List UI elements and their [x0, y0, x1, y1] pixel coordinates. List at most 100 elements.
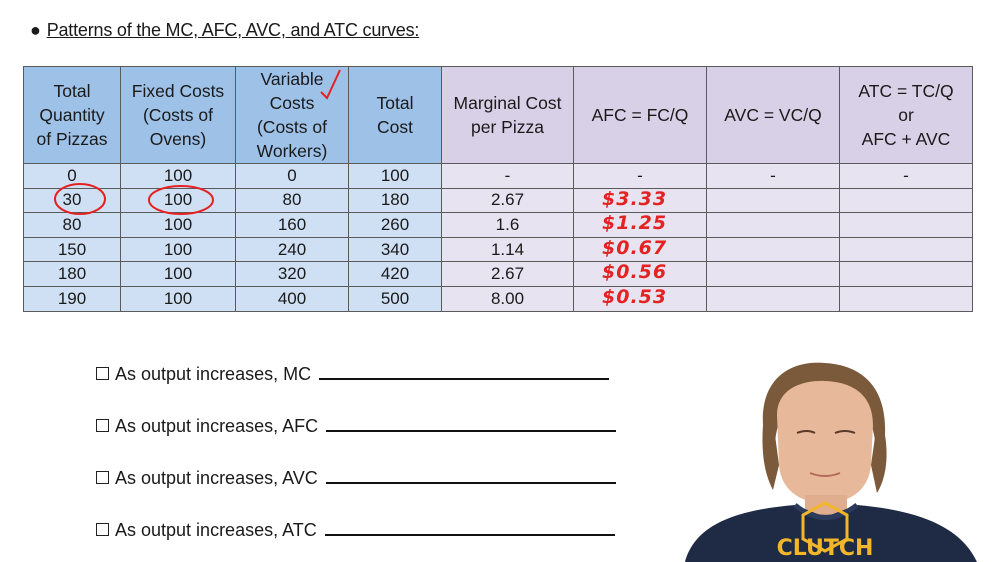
statement-text: As output increases, AVC	[115, 468, 318, 488]
cell-marginal-cost: 1.6	[441, 212, 574, 238]
header-fixed-costs: Fixed Costs (Costs of Ovens)	[120, 66, 236, 164]
cell-quantity: 190	[23, 285, 121, 312]
cell-marginal-cost: -	[441, 163, 574, 189]
cell-variable-cost: 400	[235, 285, 349, 312]
handwritten-afc: $1.25	[602, 212, 668, 235]
cell-fixed-cost: 100	[120, 285, 236, 312]
handwritten-afc: $0.56	[602, 261, 668, 284]
table-row: 150 100 240 340 1.14 $0.67	[23, 236, 973, 263]
presenter-eye	[834, 430, 856, 434]
presenter-hair-side	[762, 425, 779, 490]
cell-quantity: 180	[23, 261, 121, 287]
page-heading: ● Patterns of the MC, AFC, AVC, and ATC c…	[30, 20, 419, 41]
presenter-collar	[793, 502, 859, 520]
presenter-hair-side	[871, 435, 887, 493]
cell-avc	[706, 212, 840, 238]
cell-total-cost: 500	[348, 285, 442, 312]
handwritten-afc: $0.53	[602, 285, 668, 308]
header-atc: ATC = TC/Q or AFC + AVC	[839, 66, 973, 164]
cell-avc	[706, 285, 840, 312]
cell-quantity: 0	[23, 163, 121, 189]
cell-afc: $1.25	[573, 212, 707, 238]
table-row: 30 100 80 180 2.67 $3.33	[23, 187, 973, 214]
cell-total-cost: 260	[348, 212, 442, 238]
shirt-logo-icon	[801, 501, 849, 553]
checkbox[interactable]	[96, 523, 109, 536]
answer-blank[interactable]	[325, 466, 616, 484]
cell-variable-cost: 80	[235, 187, 349, 214]
table-row: 0 100 0 100 - - - -	[23, 163, 973, 189]
cell-avc	[706, 187, 840, 214]
header-marginal-cost: Marginal Cost per Pizza	[441, 66, 574, 164]
statement-afc: As output increases, AFC	[96, 414, 617, 437]
cell-marginal-cost: 8.00	[441, 285, 574, 312]
presenter-video: CLUTCH	[685, 362, 977, 562]
presenter-hair	[762, 362, 886, 445]
cell-afc: $3.33	[573, 187, 707, 214]
cell-atc: -	[839, 163, 973, 189]
cell-afc: -	[573, 163, 707, 189]
header-afc: AFC = FC/Q	[573, 66, 707, 164]
presenter-shirt	[685, 505, 977, 562]
presenter-face	[777, 380, 873, 503]
handwritten-afc: $3.33	[602, 187, 668, 210]
header-variable-costs: Variable Costs (Costs of Workers)	[235, 66, 349, 164]
cell-atc	[839, 261, 973, 287]
cell-atc	[839, 285, 973, 312]
checkbox[interactable]	[96, 419, 109, 432]
cell-variable-cost: 240	[235, 236, 349, 263]
heading-text: Patterns of the MC, AFC, AVC, and ATC cu…	[46, 20, 420, 40]
cell-afc: $0.56	[573, 261, 707, 287]
cell-afc: $0.67	[573, 236, 707, 263]
cell-marginal-cost: 2.67	[441, 261, 574, 287]
cell-fixed-cost: 100	[120, 261, 236, 287]
cell-variable-cost: 320	[235, 261, 349, 287]
cell-atc	[839, 236, 973, 263]
statement-text: As output increases, ATC	[115, 520, 317, 540]
header-avc: AVC = VC/Q	[706, 66, 840, 164]
cell-fixed-cost: 100	[120, 236, 236, 263]
checkbox[interactable]	[96, 367, 109, 380]
checkbox[interactable]	[96, 471, 109, 484]
bullet: ●	[30, 20, 41, 40]
cell-atc	[839, 187, 973, 214]
cell-avc	[706, 236, 840, 263]
cell-total-cost: 180	[348, 187, 442, 214]
header-total-cost: Total Cost	[348, 66, 442, 164]
statement-text: As output increases, AFC	[115, 416, 319, 436]
table-row: 180 100 320 420 2.67 $0.56	[23, 261, 973, 287]
statement-avc: As output increases, AVC	[96, 466, 616, 489]
cell-avc	[706, 261, 840, 287]
presenter-eye	[796, 430, 816, 434]
cell-total-cost: 420	[348, 261, 442, 287]
cell-fixed-cost: 100	[120, 187, 236, 214]
answer-blank[interactable]	[324, 518, 615, 536]
cell-variable-cost: 0	[235, 163, 349, 189]
statement-text: As output increases, MC	[115, 364, 312, 384]
cell-quantity: 150	[23, 236, 121, 263]
cell-quantity: 80	[23, 212, 121, 238]
cell-afc: $0.53	[573, 285, 707, 312]
cell-atc	[839, 212, 973, 238]
cell-fixed-cost: 100	[120, 163, 236, 189]
cost-table: Total Quantity of Pizzas Fixed Costs (Costs…	[23, 66, 973, 312]
cell-marginal-cost: 1.14	[441, 236, 574, 263]
presenter-mouth	[809, 472, 841, 477]
cell-total-cost: 340	[348, 236, 442, 263]
header-row: Total Quantity of Pizzas Fixed Costs (Costs…	[23, 66, 973, 164]
statement-mc: As output increases, MC	[96, 362, 610, 385]
cell-quantity: 30	[23, 187, 121, 214]
table-row: 190 100 400 500 8.00 $0.53	[23, 285, 973, 312]
shirt-logo-text: CLUTCH	[777, 536, 874, 561]
handwritten-afc: $0.67	[602, 236, 668, 259]
presenter-neck	[805, 495, 847, 517]
answer-blank[interactable]	[326, 414, 617, 432]
cell-total-cost: 100	[348, 163, 442, 189]
statement-atc: As output increases, ATC	[96, 518, 615, 541]
table-row: 80 100 160 260 1.6 $1.25	[23, 212, 973, 238]
header-total-quantity: Total Quantity of Pizzas	[23, 66, 121, 164]
cell-avc: -	[706, 163, 840, 189]
answer-blank[interactable]	[319, 362, 610, 380]
cell-variable-cost: 160	[235, 212, 349, 238]
cell-fixed-cost: 100	[120, 212, 236, 238]
